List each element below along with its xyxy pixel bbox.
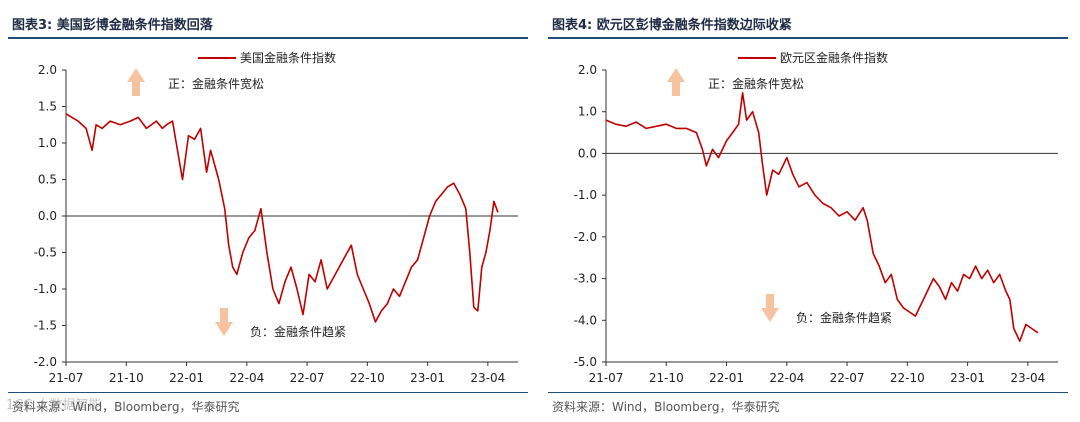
series-line [605, 92, 1039, 342]
chart-panel-eu: 图表4: 欧元区彭博金融条件指数边际收紧 2.0 1.0 0.0 -1.0 -2.0 -3… [548, 0, 1078, 422]
y-tick-label: -5.0 [574, 355, 597, 369]
y-tick-label: -2.0 [574, 230, 597, 244]
legend-label: 美国金融条件指数 [240, 50, 336, 65]
us-fci-chart: 2.0 1.5 1.0 0.5 0.0 -0.5 -1.0 -1.5 -2.0 21-07 21-1… [34, 50, 518, 385]
x-tick-label: 23-04 [1010, 371, 1045, 385]
x-tick-label: 22-01 [169, 371, 204, 385]
x-tick-label: 22-10 [350, 371, 385, 385]
legend-label: 欧元区金融条件指数 [780, 50, 888, 65]
y-tick-label: 1.0 [578, 105, 597, 119]
up-note: 正：金融条件宽松 [708, 76, 804, 91]
y-tick-label: -1.0 [574, 188, 597, 202]
y-tick-label: 0.5 [38, 173, 57, 187]
eu-fci-chart: 2.0 1.0 0.0 -1.0 -2.0 -3.0 -4.0 -5.0 21-07 21-10 2… [574, 50, 1058, 385]
y-tick-label: -0.5 [34, 246, 57, 260]
up-arrow-icon [667, 68, 685, 96]
up-note: 正：金融条件宽松 [168, 76, 264, 91]
x-tick-label: 23-01 [950, 371, 985, 385]
up-arrow-icon [127, 68, 145, 96]
x-tick-label: 21-07 [589, 371, 624, 385]
source-note: 资料来源：Wind，Bloomberg，华泰研究 [552, 400, 780, 414]
x-tick-label: 22-04 [229, 371, 264, 385]
x-tick-label: 22-07 [830, 371, 865, 385]
y-tick-label: -1.5 [34, 319, 57, 333]
x-tick-label: 23-01 [410, 371, 445, 385]
chart-panel-us: 图表3: 美国彭博金融条件指数回落 2.0 1.5 1.0 0.5 0.0 -0.5 -1.… [8, 0, 538, 422]
y-tick-label: 2.0 [578, 63, 597, 77]
y-tick-label: -4.0 [574, 313, 597, 327]
y-tick-label: 1.0 [38, 136, 57, 150]
down-arrow-icon [215, 308, 233, 336]
x-tick-label: 21-10 [649, 371, 684, 385]
y-tick-label: 2.0 [38, 63, 57, 77]
chart-title: 图表3: 美国彭博金融条件指数回落 [12, 18, 213, 33]
down-note: 负：金融条件趋紧 [250, 324, 346, 339]
y-tick-label: 1.5 [38, 100, 57, 114]
title-divider [548, 37, 1068, 39]
y-tick-label: 0.0 [38, 209, 57, 223]
x-tick-label: 23-04 [470, 371, 505, 385]
source-divider [548, 392, 1068, 393]
chart-title: 图表4: 欧元区彭博金融条件指数边际收紧 [552, 18, 792, 33]
x-tick-label: 21-10 [109, 371, 144, 385]
source-note: 资料来源：Wind，Bloomberg，华泰研究 [12, 400, 240, 414]
down-note: 负：金融条件趋紧 [796, 310, 892, 325]
y-tick-label: -3.0 [574, 272, 597, 286]
title-divider [8, 37, 528, 39]
x-tick-label: 22-10 [890, 371, 925, 385]
y-tick-label: 0.0 [578, 146, 597, 160]
y-tick-label: -1.0 [34, 282, 57, 296]
y-tick-label: -2.0 [34, 355, 57, 369]
x-tick-label: 22-07 [290, 371, 325, 385]
x-tick-label: 22-04 [769, 371, 804, 385]
x-tick-label: 21-07 [49, 371, 84, 385]
down-arrow-icon [761, 294, 779, 322]
x-tick-label: 22-01 [709, 371, 744, 385]
source-divider [8, 392, 528, 393]
series-line [65, 113, 499, 323]
